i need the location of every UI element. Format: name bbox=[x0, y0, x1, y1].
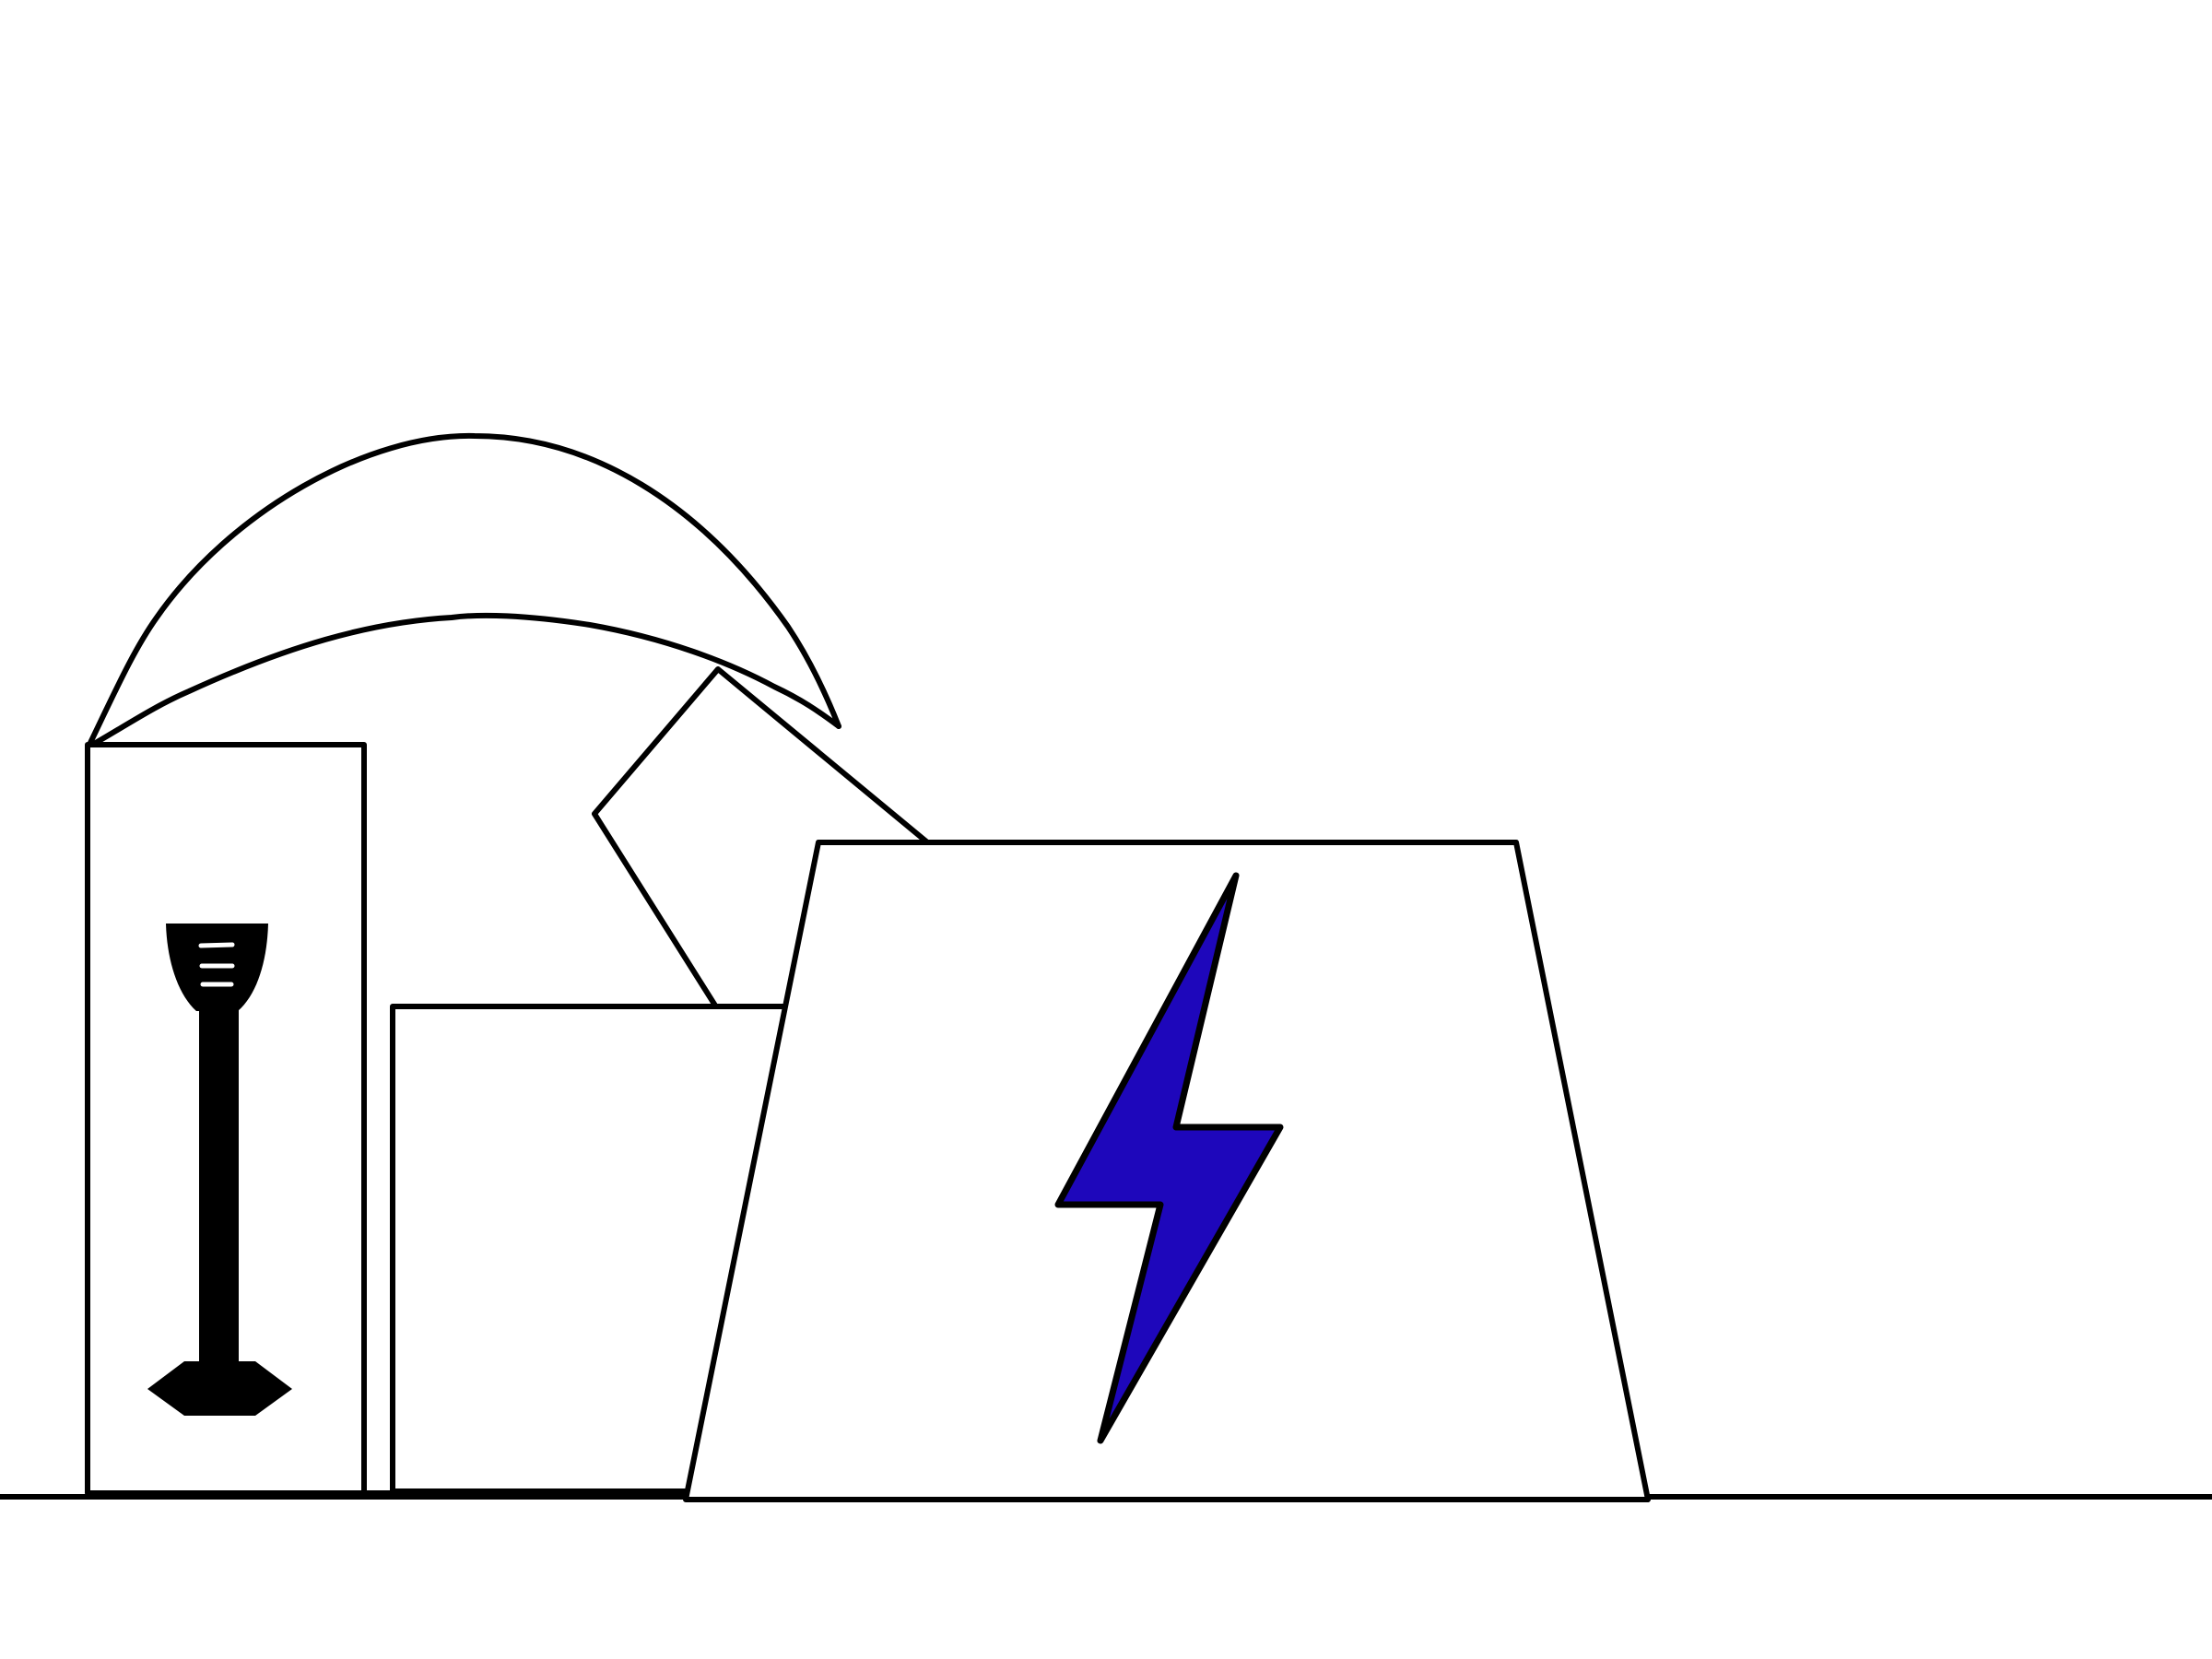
canopy-inner-arc bbox=[91, 612, 841, 747]
mic-grip-line-1 bbox=[198, 942, 235, 948]
canopy-outer-arc bbox=[87, 432, 841, 747]
lightning-bolt-icon bbox=[1054, 872, 1284, 1444]
mic-pole bbox=[199, 1005, 239, 1364]
umbrella-canopy bbox=[87, 432, 841, 747]
microphone-stand-icon bbox=[147, 924, 292, 1416]
mic-base bbox=[147, 1361, 292, 1416]
